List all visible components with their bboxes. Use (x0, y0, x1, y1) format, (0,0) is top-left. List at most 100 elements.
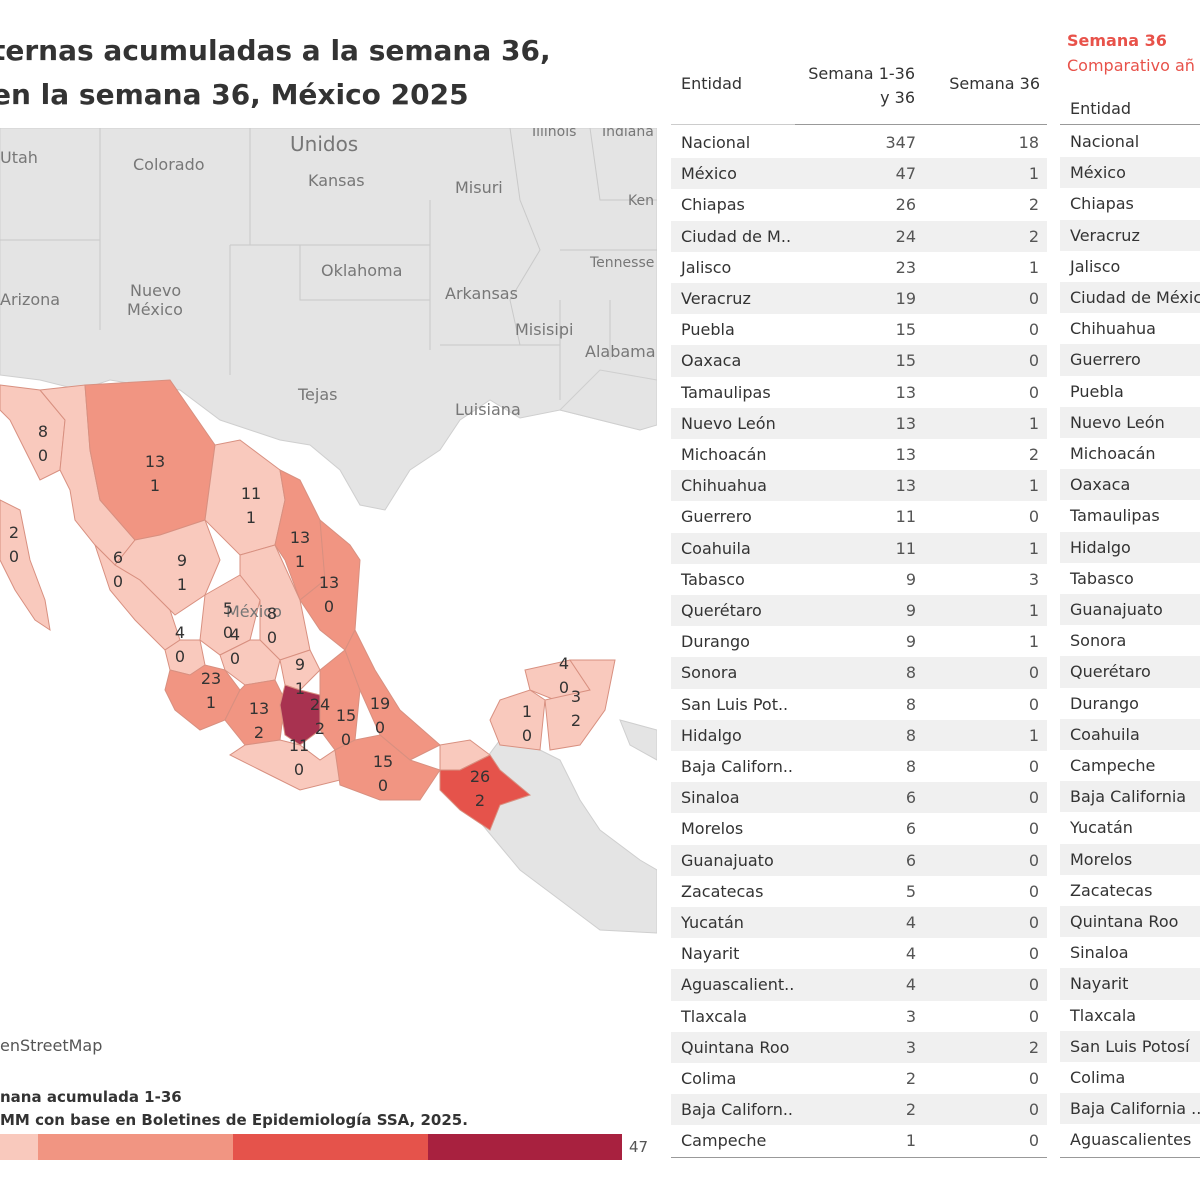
table-row[interactable]: Hidalgo 8 1 (671, 719, 1047, 751)
state-quintana-roo[interactable] (544, 659, 616, 751)
table-row[interactable]: Nayarit 4 0 (671, 938, 1047, 969)
table-row[interactable]: Tabasco 9 3 (671, 564, 1047, 595)
table-row[interactable]: Durango (1060, 688, 1200, 719)
table-row[interactable]: Guanajuato 6 0 (671, 844, 1047, 876)
map-canvas[interactable] (0, 128, 657, 1061)
table-row[interactable]: Aguascalient.. 4 0 (671, 969, 1047, 1001)
table-row[interactable]: Nuevo León (1060, 406, 1200, 438)
table-row[interactable]: Sonora (1060, 625, 1200, 656)
map-state-value[interactable]: 15 0 (331, 704, 361, 752)
table-row[interactable]: Nacional 347 18 (671, 127, 1047, 158)
table-row[interactable]: Yucatán (1060, 812, 1200, 843)
table-row[interactable]: Sonora 8 0 (671, 657, 1047, 689)
map-state-value[interactable]: 13 2 (244, 697, 274, 745)
table-row[interactable]: México 47 1 (671, 158, 1047, 190)
table-row[interactable]: Quintana Roo (1060, 906, 1200, 938)
table-row[interactable]: Coahuila (1060, 718, 1200, 750)
map-view[interactable]: Utah Unidos Illinois Indiana Colorado Kansas M… (0, 128, 657, 1061)
table-row[interactable]: Aguascalientes (1060, 1124, 1200, 1155)
table-row[interactable]: Nuevo León 13 1 (671, 407, 1047, 439)
table-row[interactable]: Chihuahua (1060, 313, 1200, 344)
map-state-value[interactable]: 26 2 (465, 765, 495, 813)
table-row[interactable]: Baja California .. (1060, 1093, 1200, 1125)
table-row[interactable]: Chiapas (1060, 188, 1200, 219)
table-row[interactable]: Oaxaca (1060, 469, 1200, 501)
table-row[interactable]: Jalisco 23 1 (671, 252, 1047, 283)
table-row[interactable]: Tlaxcala 3 0 (671, 1001, 1047, 1032)
table-row[interactable]: Zacatecas 5 0 (671, 876, 1047, 907)
map-state-value[interactable]: 24 2 (305, 693, 335, 741)
table-row[interactable]: Guerrero (1060, 344, 1200, 376)
table-row[interactable]: Veracruz (1060, 219, 1200, 251)
table-row[interactable]: Baja California (1060, 781, 1200, 813)
map-attribution[interactable]: enStreetMap (0, 1036, 107, 1055)
table-row[interactable]: Michoacán (1060, 438, 1200, 469)
table-row[interactable]: San Luis Pot.. 8 0 (671, 689, 1047, 720)
map-place-label: Nuevo (130, 281, 182, 300)
table-row[interactable]: Puebla 15 0 (671, 314, 1047, 345)
table-row[interactable]: Sinaloa (1060, 937, 1200, 968)
map-state-value[interactable]: 11 0 (284, 734, 314, 782)
table-row[interactable]: Oaxaca 15 0 (671, 345, 1047, 377)
state-guanajuato[interactable] (219, 639, 281, 686)
table-row[interactable]: Jalisco (1060, 251, 1200, 282)
state-mexico[interactable] (279, 684, 321, 746)
table-row[interactable]: Morelos (1060, 843, 1200, 875)
table-row[interactable]: México (1060, 157, 1200, 189)
table-row[interactable]: Baja Californ.. 8 0 (671, 751, 1047, 782)
map-state-value[interactable]: 13 1 (285, 526, 315, 574)
table-row[interactable]: Morelos 6 0 (671, 813, 1047, 844)
table-row[interactable]: Ciudad de M.. 24 2 (671, 220, 1047, 252)
table-row[interactable]: Nacional (1060, 126, 1200, 157)
table-row[interactable]: Campeche 1 0 (671, 1125, 1047, 1156)
table-row[interactable]: Tamaulipas 13 0 (671, 377, 1047, 408)
state-hidalgo[interactable] (279, 649, 321, 691)
table-row[interactable]: Chiapas 26 2 (671, 189, 1047, 220)
table-row[interactable]: Chihuahua 13 1 (671, 470, 1047, 502)
table-row[interactable]: Querétaro 9 1 (671, 595, 1047, 627)
table-row[interactable]: Ciudad de Méxic (1060, 282, 1200, 314)
table-row[interactable]: Tabasco (1060, 563, 1200, 594)
table-row[interactable]: Veracruz 19 0 (671, 283, 1047, 315)
table-row[interactable]: Baja Californ.. 2 0 (671, 1094, 1047, 1126)
table-row[interactable]: Quintana Roo 3 2 (671, 1031, 1047, 1063)
table-row[interactable]: San Luis Potosí (1060, 1030, 1200, 1062)
table-row[interactable]: Guanajuato (1060, 594, 1200, 626)
table-row[interactable]: Zacatecas (1060, 875, 1200, 906)
table-row[interactable]: Colima (1060, 1062, 1200, 1093)
map-state-value[interactable]: 23 1 (196, 667, 226, 715)
map-state-value[interactable]: 19 0 (365, 692, 395, 740)
table-row[interactable]: Colima 2 0 (671, 1063, 1047, 1094)
map-state-value[interactable]: 13 1 (140, 450, 170, 498)
table-row[interactable]: Tamaulipas (1060, 500, 1200, 531)
table-row[interactable]: Tlaxcala (1060, 1000, 1200, 1031)
map-state-value[interactable]: 11 1 (236, 482, 266, 530)
table-row[interactable]: Hidalgo (1060, 531, 1200, 563)
map-state-value[interactable]: 15 0 (368, 750, 398, 798)
state-chiapas[interactable] (439, 754, 532, 831)
table-row[interactable]: Nayarit (1060, 968, 1200, 1000)
state-baja-california-sur[interactable] (0, 499, 51, 632)
table-row[interactable]: Puebla (1060, 376, 1200, 407)
table-row[interactable]: Yucatán 4 0 (671, 907, 1047, 939)
table-row[interactable]: Sinaloa 6 0 (671, 782, 1047, 814)
table-row[interactable]: Durango 9 1 (671, 626, 1047, 657)
table-row[interactable]: Michoacán 13 2 (671, 439, 1047, 470)
map-state-value[interactable]: 13 0 (314, 571, 344, 619)
table-row[interactable]: Querétaro (1060, 656, 1200, 688)
table-row[interactable]: Guerrero 11 0 (671, 501, 1047, 532)
table-row[interactable]: Coahuila 11 1 (671, 532, 1047, 564)
table-row[interactable]: Campeche (1060, 750, 1200, 781)
